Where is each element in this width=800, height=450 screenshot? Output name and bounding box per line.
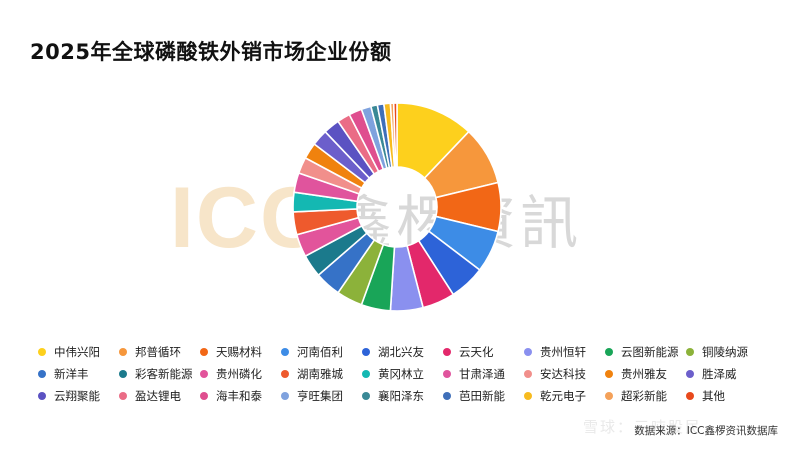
legend-item: 中伟兴阳 — [38, 344, 119, 360]
legend-label: 邦普循环 — [135, 345, 181, 359]
legend-label: 云天化 — [459, 345, 494, 359]
legend-item: 云天化 — [443, 344, 524, 360]
legend-item: 芭田新能 — [443, 388, 524, 404]
legend-item: 云图新能源 — [605, 344, 686, 360]
legend-item: 超彩新能 — [605, 388, 686, 404]
legend-marker — [38, 370, 46, 378]
legend-label: 其他 — [702, 389, 725, 403]
chart-title: 2025年全球磷酸铁外销市场企业份额 — [30, 40, 392, 64]
legend-item: 盈达锂电 — [119, 388, 200, 404]
legend-item: 天赐材料 — [200, 344, 281, 360]
legend-item: 亨旺集团 — [281, 388, 362, 404]
legend-marker — [443, 392, 451, 400]
legend-marker — [686, 370, 694, 378]
legend-marker — [119, 348, 127, 356]
platform-watermark: 雪球：三吨股民 — [583, 418, 703, 436]
legend-item: 新洋丰 — [38, 366, 119, 382]
legend-marker — [605, 370, 613, 378]
legend-label: 彩客新能源 — [135, 367, 193, 381]
legend-item: 安达科技 — [524, 366, 605, 382]
donut-slice-27 — [392, 102, 398, 168]
legend-item: 甘肃泽通 — [443, 366, 524, 382]
legend-item: 胜泽威 — [686, 366, 767, 382]
legend-label: 襄阳泽东 — [378, 389, 424, 403]
legend: 中伟兴阳 邦普循环 天赐材料 河南佰利 湖北兴友 云天化 贵州恒轩 云图新能源 铜陵纳源新洋丰 彩… — [38, 344, 768, 404]
legend-item: 河南佰利 — [281, 344, 362, 360]
legend-item: 湖南雅城 — [281, 366, 362, 382]
legend-marker — [38, 348, 46, 356]
legend-marker — [119, 370, 127, 378]
legend-item: 黄冈林立 — [362, 366, 443, 382]
legend-marker — [362, 392, 370, 400]
legend-label: 超彩新能 — [621, 389, 667, 403]
legend-label: 贵州雅友 — [621, 367, 667, 381]
legend-label: 云图新能源 — [621, 345, 679, 359]
legend-label: 甘肃泽通 — [459, 367, 505, 381]
legend-marker — [524, 348, 532, 356]
legend-marker — [524, 370, 532, 378]
legend-marker — [200, 392, 208, 400]
legend-label: 铜陵纳源 — [702, 345, 748, 359]
legend-item: 湖北兴友 — [362, 344, 443, 360]
legend-item: 铜陵纳源 — [686, 344, 767, 360]
legend-item: 贵州磷化 — [200, 366, 281, 382]
legend-label: 湖南雅城 — [297, 367, 343, 381]
legend-label: 贵州恒轩 — [540, 345, 586, 359]
legend-item: 海丰和泰 — [200, 388, 281, 404]
legend-label: 湖北兴友 — [378, 345, 424, 359]
legend-item: 乾元电子 — [524, 388, 605, 404]
legend-label: 新洋丰 — [54, 367, 89, 381]
legend-label: 亨旺集团 — [297, 389, 343, 403]
legend-item: 襄阳泽东 — [362, 388, 443, 404]
legend-marker — [38, 392, 46, 400]
legend-marker — [686, 392, 694, 400]
legend-marker — [524, 392, 532, 400]
legend-item: 云翔聚能 — [38, 388, 119, 404]
legend-marker — [362, 348, 370, 356]
legend-label: 芭田新能 — [459, 389, 505, 403]
legend-marker — [605, 348, 613, 356]
legend-marker — [686, 348, 694, 356]
legend-marker — [362, 370, 370, 378]
legend-item: 彩客新能源 — [119, 366, 200, 382]
legend-marker — [443, 348, 451, 356]
legend-label: 乾元电子 — [540, 389, 586, 403]
legend-label: 中伟兴阳 — [54, 345, 100, 359]
legend-label: 海丰和泰 — [216, 389, 262, 403]
legend-marker — [605, 392, 613, 400]
data-source: 数据来源：ICC鑫椤资讯数据库 — [634, 425, 778, 437]
legend-item: 贵州恒轩 — [524, 344, 605, 360]
legend-marker — [200, 370, 208, 378]
legend-label: 安达科技 — [540, 367, 586, 381]
legend-label: 贵州磷化 — [216, 367, 262, 381]
legend-label: 胜泽威 — [702, 367, 737, 381]
legend-marker — [443, 370, 451, 378]
legend-label: 云翔聚能 — [54, 389, 100, 403]
legend-marker — [281, 370, 289, 378]
legend-marker — [281, 392, 289, 400]
legend-marker — [281, 348, 289, 356]
legend-marker — [200, 348, 208, 356]
legend-label: 盈达锂电 — [135, 389, 181, 403]
legend-label: 天赐材料 — [216, 345, 262, 359]
legend-marker — [119, 392, 127, 400]
legend-item: 贵州雅友 — [605, 366, 686, 382]
legend-label: 河南佰利 — [297, 345, 343, 359]
legend-item: 其他 — [686, 388, 767, 404]
legend-item: 邦普循环 — [119, 344, 200, 360]
legend-label: 黄冈林立 — [378, 367, 424, 381]
